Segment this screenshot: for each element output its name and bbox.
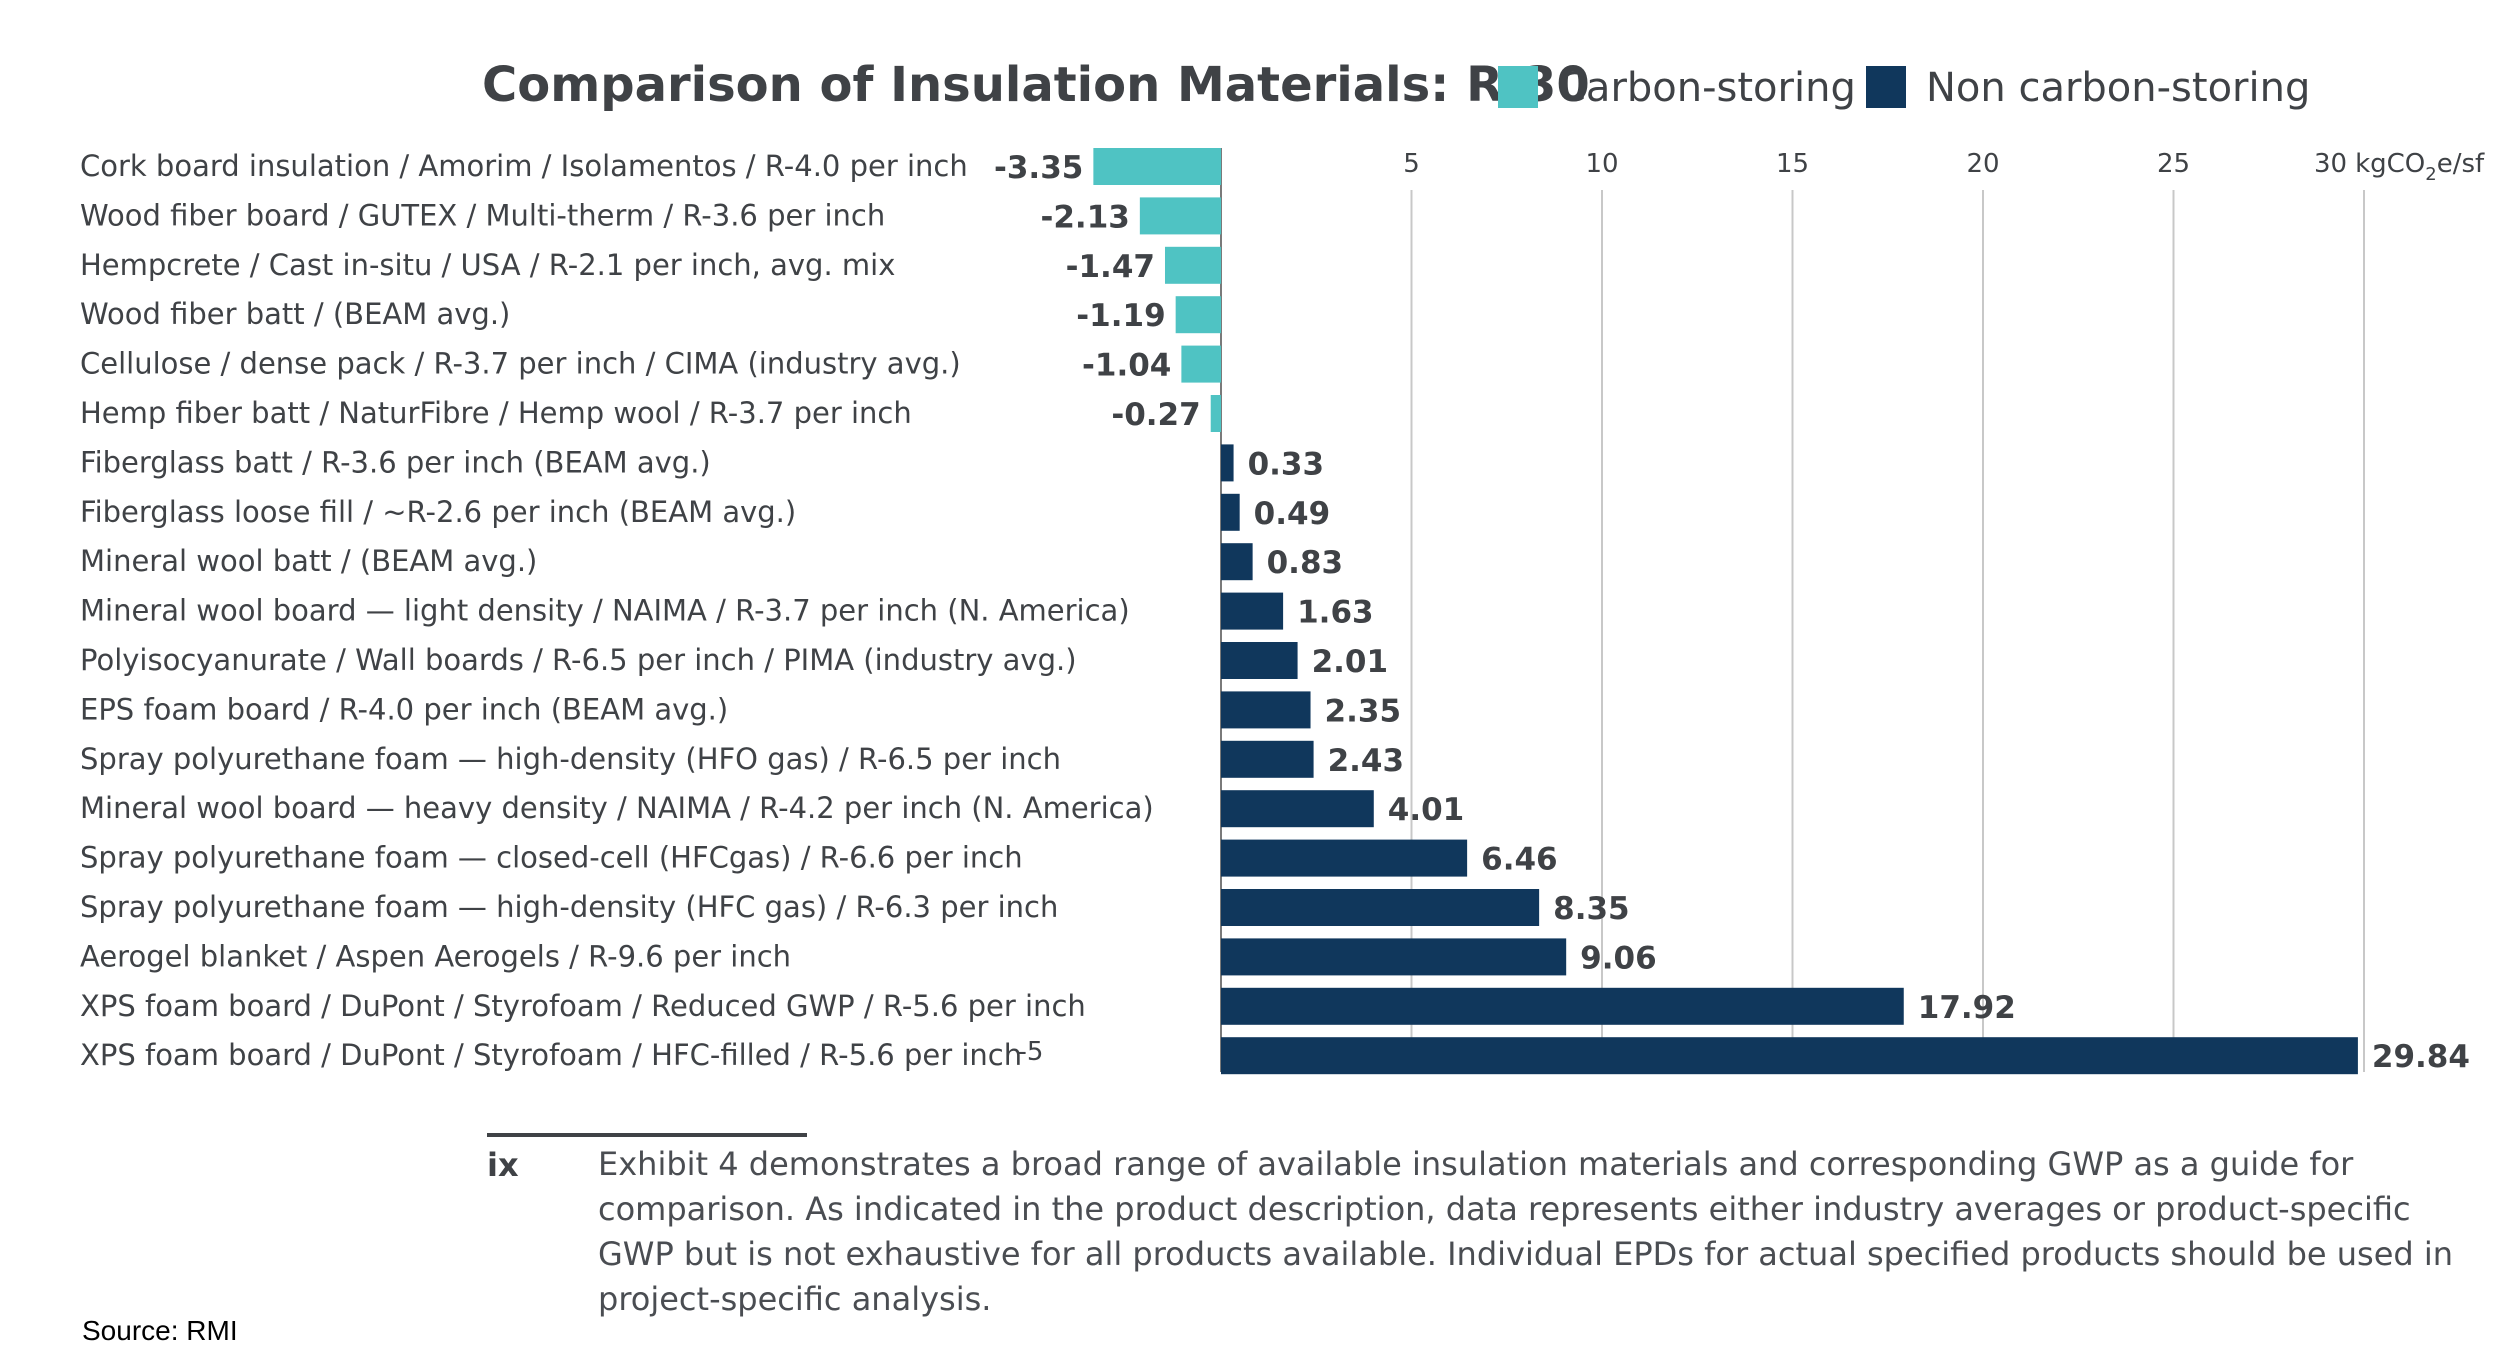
bar: [1175, 296, 1221, 334]
data-label: -0.27: [1111, 397, 1200, 433]
category-label: Mineral wool batt / (BEAM avg.): [80, 544, 537, 578]
bar: [1221, 740, 1314, 778]
source-note: Source: RMI: [82, 1315, 238, 1346]
x-tick-label-30: 30 kgCO2e/sf: [2314, 149, 2485, 185]
category-label: XPS foam board / DuPont / Styrofoam / HF…: [80, 1038, 1022, 1072]
category-label: Spray polyurethane foam — high-density (…: [80, 742, 1061, 776]
category-label: Fiberglass batt / R-3.6 per inch (BEAM a…: [80, 445, 711, 479]
data-label: 29.84: [2372, 1039, 2470, 1075]
category-label: Wood fiber board / GUTEX / Multi-therm /…: [80, 198, 885, 232]
data-label: -1.04: [1082, 348, 1171, 384]
category-label: Cork board insulation / Amorim / Isolame…: [80, 149, 968, 183]
data-label: 0.33: [1248, 446, 1325, 482]
data-label: -2.13: [1040, 199, 1129, 235]
bar: [1221, 592, 1284, 630]
bars: [1093, 148, 2358, 1075]
bar: [1221, 444, 1234, 482]
bar: [1139, 197, 1221, 235]
bar: [1164, 246, 1221, 284]
x-tick-label-min: -5: [1018, 1037, 1044, 1067]
category-label: XPS foam board / DuPont / Styrofoam / Re…: [80, 989, 1086, 1023]
data-label: 6.46: [1481, 842, 1558, 878]
x-tick-label-10: 10: [1585, 149, 1618, 179]
data-label: -1.47: [1066, 249, 1155, 285]
data-label: 2.35: [1325, 693, 1402, 729]
data-label: 2.43: [1328, 743, 1405, 779]
data-label: -3.35: [994, 150, 1083, 186]
bar: [1221, 938, 1567, 976]
data-label: 2.01: [1312, 644, 1389, 680]
bar: [1221, 691, 1311, 729]
footnote-text: Exhibit 4 demonstrates a broad range of …: [598, 1145, 2454, 1318]
legend-swatch-carbon-storing: [1498, 66, 1538, 108]
bar: [1210, 395, 1221, 432]
category-label: Wood fiber batt / (BEAM avg.): [80, 297, 510, 331]
data-label: -1.19: [1076, 298, 1165, 334]
category-label: Cellulose / dense pack / R-3.7 per inch …: [80, 347, 961, 381]
bar: [1093, 148, 1221, 185]
bar: [1221, 889, 1540, 926]
bar: [1221, 839, 1468, 877]
category-label: Spray polyurethane foam — closed-cell (H…: [80, 841, 1023, 875]
x-tick-label-15: 15: [1776, 149, 1809, 179]
bar: [1221, 987, 1904, 1025]
legend-swatch-non-carbon-storing: [1866, 66, 1906, 108]
legend-label-non-carbon-storing: Non carbon-storing: [1926, 65, 2310, 111]
bar: [1221, 642, 1298, 679]
category-label: Hemp fiber batt / NaturFibre / Hemp wool…: [80, 396, 912, 430]
x-tick-label-25: 25: [2157, 149, 2190, 179]
category-label: Mineral wool board — heavy density / NAI…: [80, 791, 1154, 825]
category-label: Mineral wool board — light density / NAI…: [80, 594, 1130, 628]
x-tick-label-5: 5: [1403, 149, 1420, 179]
gridlines: [1220, 148, 2365, 1072]
category-label: Hempcrete / Cast in-situ / USA / R-2.1 p…: [80, 248, 895, 282]
data-label: 0.83: [1267, 545, 1344, 581]
data-labels: -3.35 -2.13 -1.47 -1.19 -1.04 -0.27 0.33 0.49 0.…: [994, 150, 2470, 1075]
x-tick-label-20: 20: [1966, 149, 1999, 179]
bar: [1221, 543, 1253, 581]
category-labels: Cork board insulation / Amorim / Isolame…: [80, 149, 1154, 1072]
footnote-rule: [487, 1133, 807, 1137]
bar: [1181, 345, 1221, 383]
bar: [1221, 493, 1240, 531]
legend-label-carbon-storing: Carbon-storing: [1558, 65, 1856, 111]
category-label: Fiberglass loose fill / ~R-2.6 per inch …: [80, 495, 796, 529]
data-label: 1.63: [1297, 595, 1374, 631]
data-label: 4.01: [1388, 792, 1465, 828]
category-label: EPS foam board / R-4.0 per inch (BEAM av…: [80, 692, 728, 726]
data-label: 9.06: [1580, 940, 1657, 976]
bar: [1221, 1037, 2358, 1075]
category-label: Spray polyurethane foam — high-density (…: [80, 890, 1058, 924]
chart-title: Comparison of Insulation Materials: R-30: [482, 57, 1590, 113]
footnote-marker: ix: [487, 1146, 519, 1184]
category-label: Aerogel blanket / Aspen Aerogels / R-9.6…: [80, 939, 791, 973]
data-label: 17.92: [1918, 990, 2016, 1026]
data-label: 8.35: [1553, 891, 1630, 927]
bar: [1221, 790, 1374, 828]
data-label: 0.49: [1254, 496, 1331, 532]
category-label: Polyisocyanurate / Wall boards / R-6.5 p…: [80, 643, 1077, 677]
